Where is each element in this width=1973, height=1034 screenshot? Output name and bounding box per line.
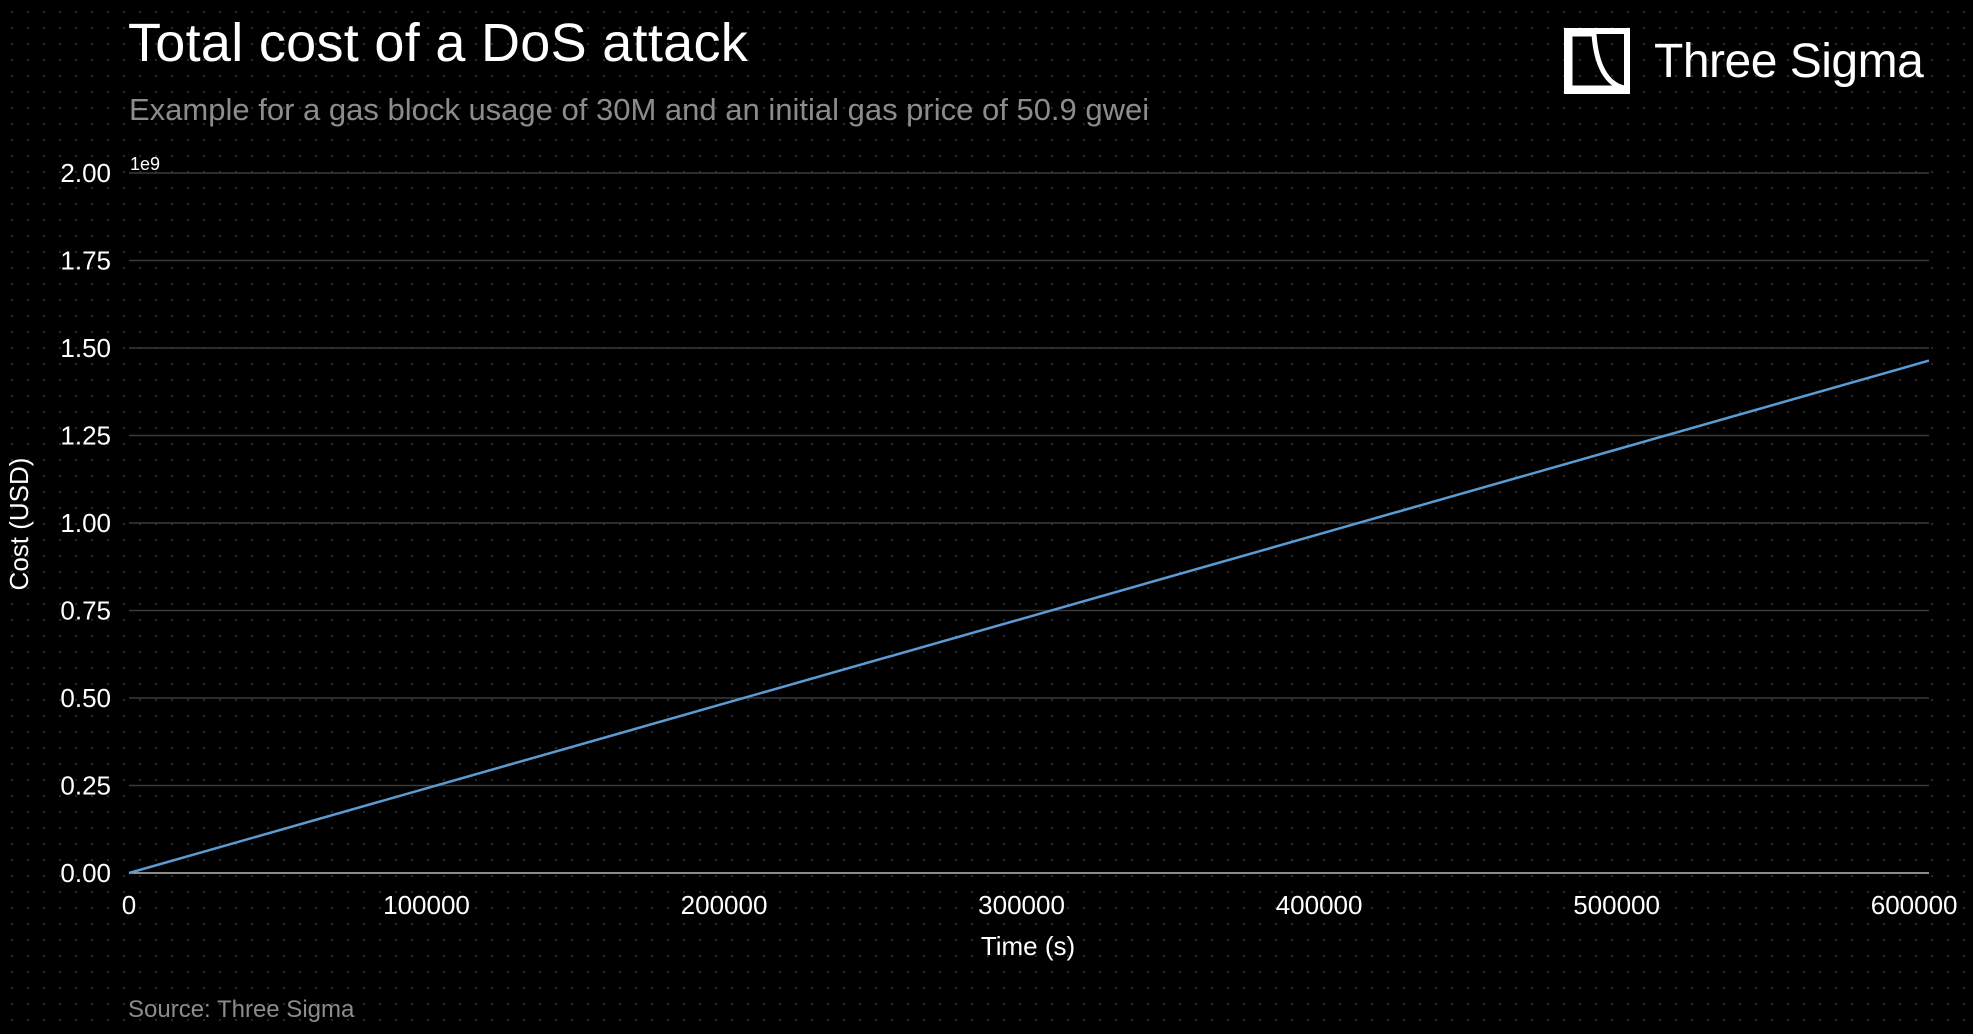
series-line	[128, 359, 1930, 875]
chart-subtitle: Example for a gas block usage of 30M and…	[129, 92, 1150, 127]
y-tick-label: 2.00	[60, 158, 111, 188]
y-tick-label: 0.50	[60, 683, 111, 713]
x-tick-label: 100000	[383, 890, 470, 920]
x-axis-label: Time (s)	[981, 931, 1075, 961]
y-axis-ticks: 0.00 0.25 0.50 0.75 1.00 1.25 1.50 1.75 2.00	[60, 158, 111, 888]
three-sigma-logo-icon	[1564, 28, 1630, 94]
brand-name: Three Sigma	[1654, 34, 1924, 88]
source-note: Source: Three Sigma	[128, 996, 355, 1023]
x-tick-label: 500000	[1573, 890, 1660, 920]
y-tick-label: 0.25	[60, 771, 111, 801]
y-tick-label: 0.75	[60, 596, 111, 626]
brand-logo: Three Sigma	[1564, 28, 1924, 94]
y-tick-label: 1.75	[60, 246, 111, 276]
grid-lines	[129, 172, 1929, 874]
y-tick-label: 1.50	[60, 333, 111, 363]
series-layer	[128, 359, 1930, 875]
y-axis-offset-label: 1e9	[130, 154, 160, 174]
x-tick-label: 300000	[978, 890, 1065, 920]
y-axis-label: Cost (USD)	[4, 458, 34, 591]
y-tick-label: 1.25	[60, 421, 111, 451]
x-tick-label: 0	[122, 890, 136, 920]
x-tick-label: 200000	[681, 890, 768, 920]
x-tick-label: 400000	[1276, 890, 1363, 920]
x-tick-label: 600000	[1871, 890, 1958, 920]
chart-title: Total cost of a DoS attack	[128, 13, 749, 73]
y-tick-label: 1.00	[60, 508, 111, 538]
y-tick-label: 0.00	[60, 858, 111, 888]
x-axis-ticks: 0 100000 200000 300000 400000 500000 600000	[122, 890, 1958, 920]
